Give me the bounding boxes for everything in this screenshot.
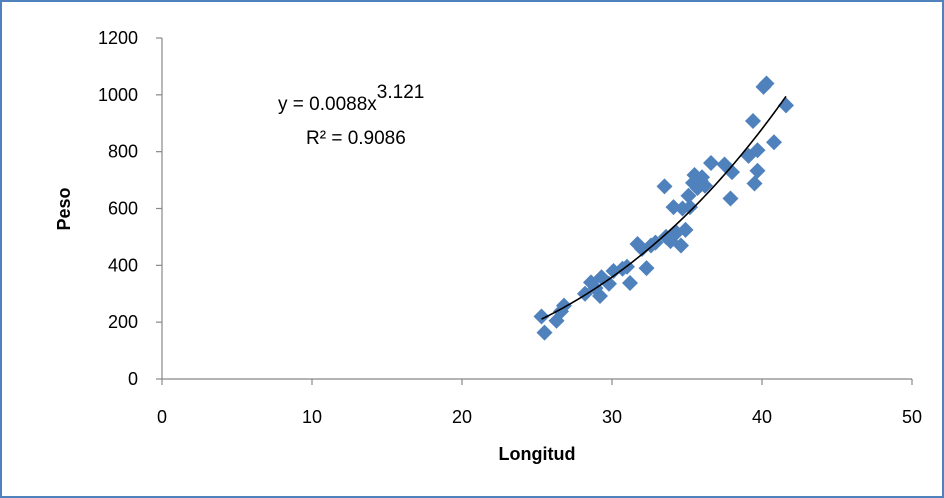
data-point — [758, 75, 775, 92]
data-point — [724, 164, 740, 181]
data-point — [638, 260, 655, 277]
data-point — [673, 237, 689, 254]
x-tick-label: 30 — [602, 407, 622, 427]
data-point — [536, 324, 553, 341]
data-point — [656, 178, 673, 195]
y-tick-label: 1000 — [98, 85, 138, 105]
y-tick-label: 1200 — [98, 28, 138, 48]
y-tick-label: 600 — [108, 199, 138, 219]
data-point — [682, 199, 698, 216]
y-axis-title: Peso — [54, 187, 74, 230]
y-tick-label: 400 — [108, 255, 138, 275]
y-tick-label: 0 — [128, 369, 138, 389]
x-tick-label: 10 — [302, 407, 322, 427]
x-tick-label: 40 — [752, 407, 772, 427]
data-point — [749, 162, 766, 179]
trendline — [541, 95, 787, 320]
y-ticks: 0 200 400 600 800 1000 1200 — [98, 28, 162, 389]
x-tick-label: 50 — [902, 407, 922, 427]
x-ticks: 0 10 20 30 40 50 — [157, 379, 922, 427]
data-point — [703, 155, 719, 172]
data-point — [766, 134, 782, 151]
data-points — [533, 75, 794, 341]
data-point — [680, 187, 697, 204]
data-point — [749, 142, 766, 159]
data-point — [722, 190, 739, 207]
trendline-equation: y = 0.0088x3.121 — [278, 82, 424, 115]
x-tick-label: 20 — [452, 407, 472, 427]
r-squared-label: R² = 0.9086 — [306, 128, 406, 149]
data-point — [601, 275, 617, 292]
x-tick-label: 0 — [157, 407, 167, 427]
x-axis-title: Longitud — [499, 444, 576, 464]
data-point — [622, 274, 638, 291]
data-point — [697, 177, 713, 194]
axes — [161, 38, 912, 380]
y-tick-label: 200 — [108, 312, 138, 332]
data-point — [592, 288, 608, 305]
data-point — [533, 308, 550, 325]
y-tick-label: 800 — [108, 142, 138, 162]
data-point — [746, 175, 763, 192]
data-point — [677, 221, 694, 238]
data-point — [745, 112, 761, 129]
